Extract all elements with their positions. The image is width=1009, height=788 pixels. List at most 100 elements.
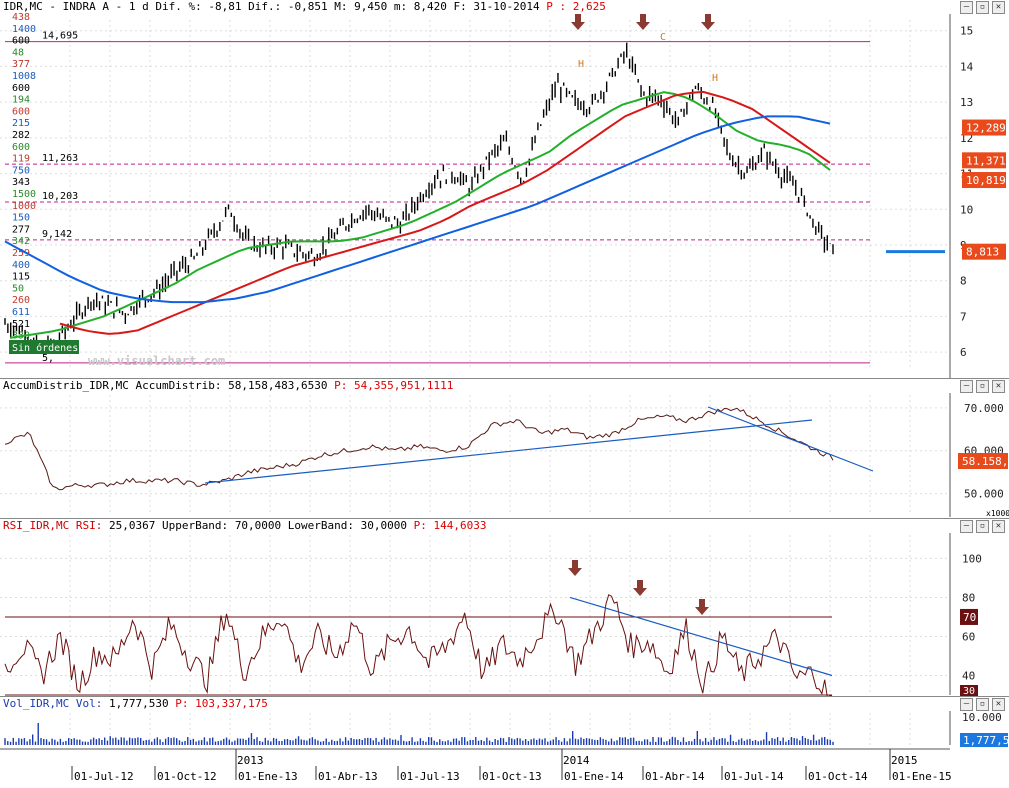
restore-icon[interactable]: ▫	[976, 1, 989, 14]
y-tick-label: 14	[960, 60, 974, 73]
month-label: 01-Abr-13	[318, 770, 378, 783]
volume-list-value: 215	[12, 118, 30, 129]
trendline	[569, 596, 833, 677]
month-label: 01-Jul-14	[724, 770, 784, 783]
minimize-icon[interactable]: –	[960, 1, 973, 14]
y-tick-label: 50.000	[964, 488, 1004, 501]
month-label: 01-Jul-12	[74, 770, 134, 783]
volume-list-value: 277	[12, 224, 30, 235]
volume-list-value: 50	[12, 283, 24, 294]
month-label: 01-Oct-13	[482, 770, 542, 783]
instrument-name: INDRA A	[62, 0, 109, 13]
close-icon[interactable]: ✕	[992, 380, 1005, 393]
restore-icon[interactable]: ▫	[976, 520, 989, 533]
dif: -0,851	[287, 0, 328, 13]
minimize-icon[interactable]: –	[960, 698, 973, 711]
year-label: 2013	[237, 754, 264, 767]
rsi-line	[4, 594, 834, 697]
price-tag-label: 8,813	[966, 246, 999, 259]
price-chart[interactable]: 151413121110987614,69511,26310,2039,1425…	[0, 0, 1009, 378]
y-tick-label: 7	[960, 310, 967, 323]
level-label: 9,142	[42, 229, 72, 240]
rsi-window-buttons: – ▫ ✕	[960, 520, 1005, 533]
year-label: 2015	[891, 754, 918, 767]
price-window-buttons: – ▫ ✕	[960, 1, 1005, 14]
volume-list-value: 48	[12, 47, 24, 58]
volume-list-value: 259	[12, 248, 30, 259]
pattern-label: H	[578, 59, 584, 70]
volume-list-value: 400	[12, 260, 30, 271]
y-tick-label: 70.000	[964, 402, 1004, 415]
month-label: 01-Ene-15	[892, 770, 952, 783]
price-tag	[962, 172, 1006, 189]
order-badge-label: Sin órdenes	[12, 342, 78, 354]
down-arrow-icon	[701, 14, 715, 30]
rsi-upper: 70,0000	[234, 519, 282, 532]
p-value: 2,625	[572, 0, 606, 13]
x-axis: 2013 2014 2015 01-Jul-12 01-Oct-12 01-Ene-13 0…	[0, 748, 1009, 788]
minimize-icon[interactable]: –	[960, 380, 973, 393]
month-label: 01-Ene-14	[564, 770, 624, 783]
restore-icon[interactable]: ▫	[976, 698, 989, 711]
volume-list-value: 750	[12, 165, 30, 176]
volume-list-value: 194	[12, 95, 30, 106]
period: 1 d	[128, 0, 149, 13]
rsi-panel-header: RSI_IDR,MC RSI: 25,0367 UpperBand: 70,00…	[3, 519, 487, 532]
level-label: 10,203	[42, 191, 78, 202]
y-tick-label: 40	[962, 669, 975, 682]
volume-list-value: 342	[12, 236, 30, 247]
accum-panel: AccumDistrib_IDR,MC AccumDistrib: 58,158…	[0, 378, 1009, 520]
close-icon[interactable]: ✕	[992, 1, 1005, 14]
volume-list-value: 119	[12, 154, 30, 165]
pattern-label: C	[660, 32, 666, 43]
pattern-label: H	[712, 73, 718, 84]
month-label: 01-Oct-12	[157, 770, 217, 783]
rsi-chart[interactable]: 100806040703025,036	[0, 519, 1009, 697]
accum-panel-header: AccumDistrib_IDR,MC AccumDistrib: 58,158…	[3, 379, 454, 392]
min: 8,420	[413, 0, 447, 13]
close-icon[interactable]: ✕	[992, 698, 1005, 711]
y-tick-label: 13	[960, 96, 973, 109]
price-panel: IDR,MC - INDRA A - 1 d Dif. %: -8,81 Dif…	[0, 0, 1009, 379]
y-tick-label: 6	[960, 346, 967, 359]
down-arrow-icon	[571, 14, 585, 30]
down-arrow-icon	[633, 580, 647, 596]
price-tag	[962, 152, 1006, 169]
volume-panel-header: Vol_IDR,MC Vol: 1,777,530 P: 103,337,175	[3, 697, 268, 710]
volume-list-value: 600	[12, 83, 30, 94]
volume-list-value: 1000	[12, 201, 36, 212]
close-icon[interactable]: ✕	[992, 520, 1005, 533]
volume-list-value: 1008	[12, 71, 36, 82]
ma-slow-line	[4, 115, 831, 304]
volume-panel: Vol_IDR,MC Vol: 1,777,530 P: 103,337,175…	[0, 696, 1009, 750]
vol-value: 1,777,530	[108, 697, 169, 710]
month-label: 01-Abr-14	[645, 770, 705, 783]
restore-icon[interactable]: ▫	[976, 380, 989, 393]
volume-list-value: 611	[12, 307, 30, 318]
y-tick-label: 80	[962, 591, 975, 604]
trendline	[707, 406, 874, 472]
volume-list-value: 1400	[12, 24, 36, 35]
y-tick-label: 10.000	[962, 711, 1002, 724]
price-panel-header: IDR,MC - INDRA A - 1 d Dif. %: -8,81 Dif…	[3, 0, 606, 13]
ma-mid-line	[59, 90, 831, 335]
value-tag	[958, 453, 1008, 469]
band-tag	[960, 685, 978, 697]
minimize-icon[interactable]: –	[960, 520, 973, 533]
down-arrow-icon	[695, 599, 709, 615]
volume-list-value: 377	[12, 59, 30, 70]
volume-list-value: 600	[12, 106, 30, 117]
accum-line	[4, 407, 834, 491]
max: 9,450	[354, 0, 388, 13]
price-tag-label: 11,371	[966, 154, 1006, 167]
rsi-value: 25,0367	[108, 519, 156, 532]
volume-list-value: 438	[12, 12, 30, 23]
price-tag-label: 12,289	[966, 122, 1006, 135]
volume-list-value: 600	[12, 36, 30, 47]
month-label: 01-Ene-13	[238, 770, 298, 783]
y-tick-label: 60	[962, 630, 975, 643]
month-label: 01-Oct-14	[808, 770, 868, 783]
down-arrow-icon	[568, 560, 582, 576]
